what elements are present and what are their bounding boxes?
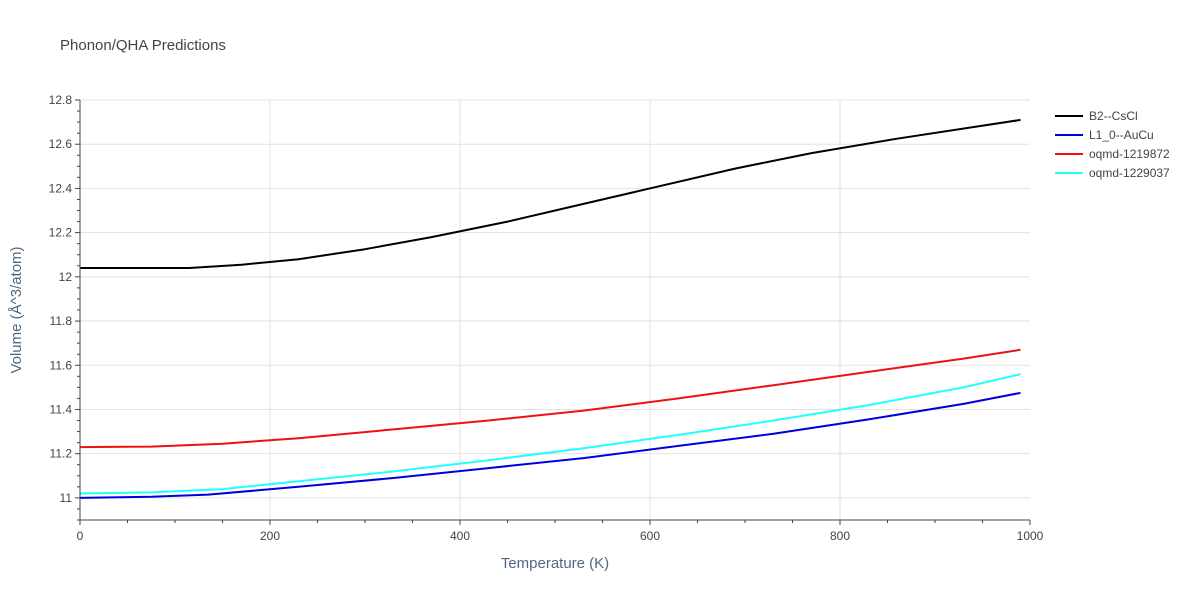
y-tick-label: 11 [60, 491, 73, 505]
x-tick-label: 400 [450, 529, 470, 543]
plot-area [79, 118, 1021, 499]
legend-item-4[interactable]: oqmd-1229037 [1055, 166, 1170, 180]
legend-label: B2--CsCl [1089, 109, 1138, 123]
y-tick-label: 11.8 [50, 314, 73, 328]
x-tick-label: 600 [640, 529, 660, 543]
y-axis-title: Volume (Å^3/atom) [8, 246, 25, 373]
series-line-2[interactable] [79, 391, 1021, 499]
y-tick-label: 12.4 [49, 181, 73, 195]
x-tick-label: 0 [77, 529, 84, 543]
y-tick-label: 12.6 [49, 137, 73, 151]
x-axis-title: Temperature (K) [501, 555, 609, 572]
series-line-1[interactable] [80, 118, 1021, 269]
legend-item-3[interactable]: oqmd-1219872 [1055, 147, 1170, 161]
grid [80, 99, 1030, 520]
series-line-4[interactable] [79, 373, 1021, 495]
legend-label: oqmd-1229037 [1089, 166, 1170, 180]
x-tick-label: 1000 [1017, 529, 1044, 543]
chart-title: Phonon/QHA Predictions [60, 37, 226, 54]
y-tick-label: 11.4 [50, 402, 73, 416]
axes [79, 100, 1030, 521]
legend-item-1[interactable]: B2--CsCl [1055, 109, 1138, 123]
y-tick-label: 11.6 [50, 358, 73, 372]
legend[interactable]: B2--CsCl L1_0--AuCu oqmd-1219872 oqmd-12290… [1055, 109, 1170, 180]
y-tick-label: 11.2 [50, 447, 73, 461]
x-axis-ticks: 0 200 400 600 800 1000 [77, 520, 1044, 543]
legend-label: L1_0--AuCu [1089, 128, 1154, 142]
x-tick-label: 800 [830, 529, 850, 543]
y-axis-ticks: 11 11.2 11.4 11.6 11.8 12 12.2 12.4 12.6 12.8 [49, 93, 80, 521]
legend-label: oqmd-1219872 [1089, 147, 1170, 161]
y-tick-label: 12.2 [49, 226, 73, 240]
series-line-3[interactable] [79, 348, 1021, 449]
x-tick-label: 200 [260, 529, 280, 543]
y-tick-label: 12 [59, 270, 73, 284]
legend-item-2[interactable]: L1_0--AuCu [1055, 128, 1154, 142]
y-tick-label: 12.8 [49, 93, 73, 107]
